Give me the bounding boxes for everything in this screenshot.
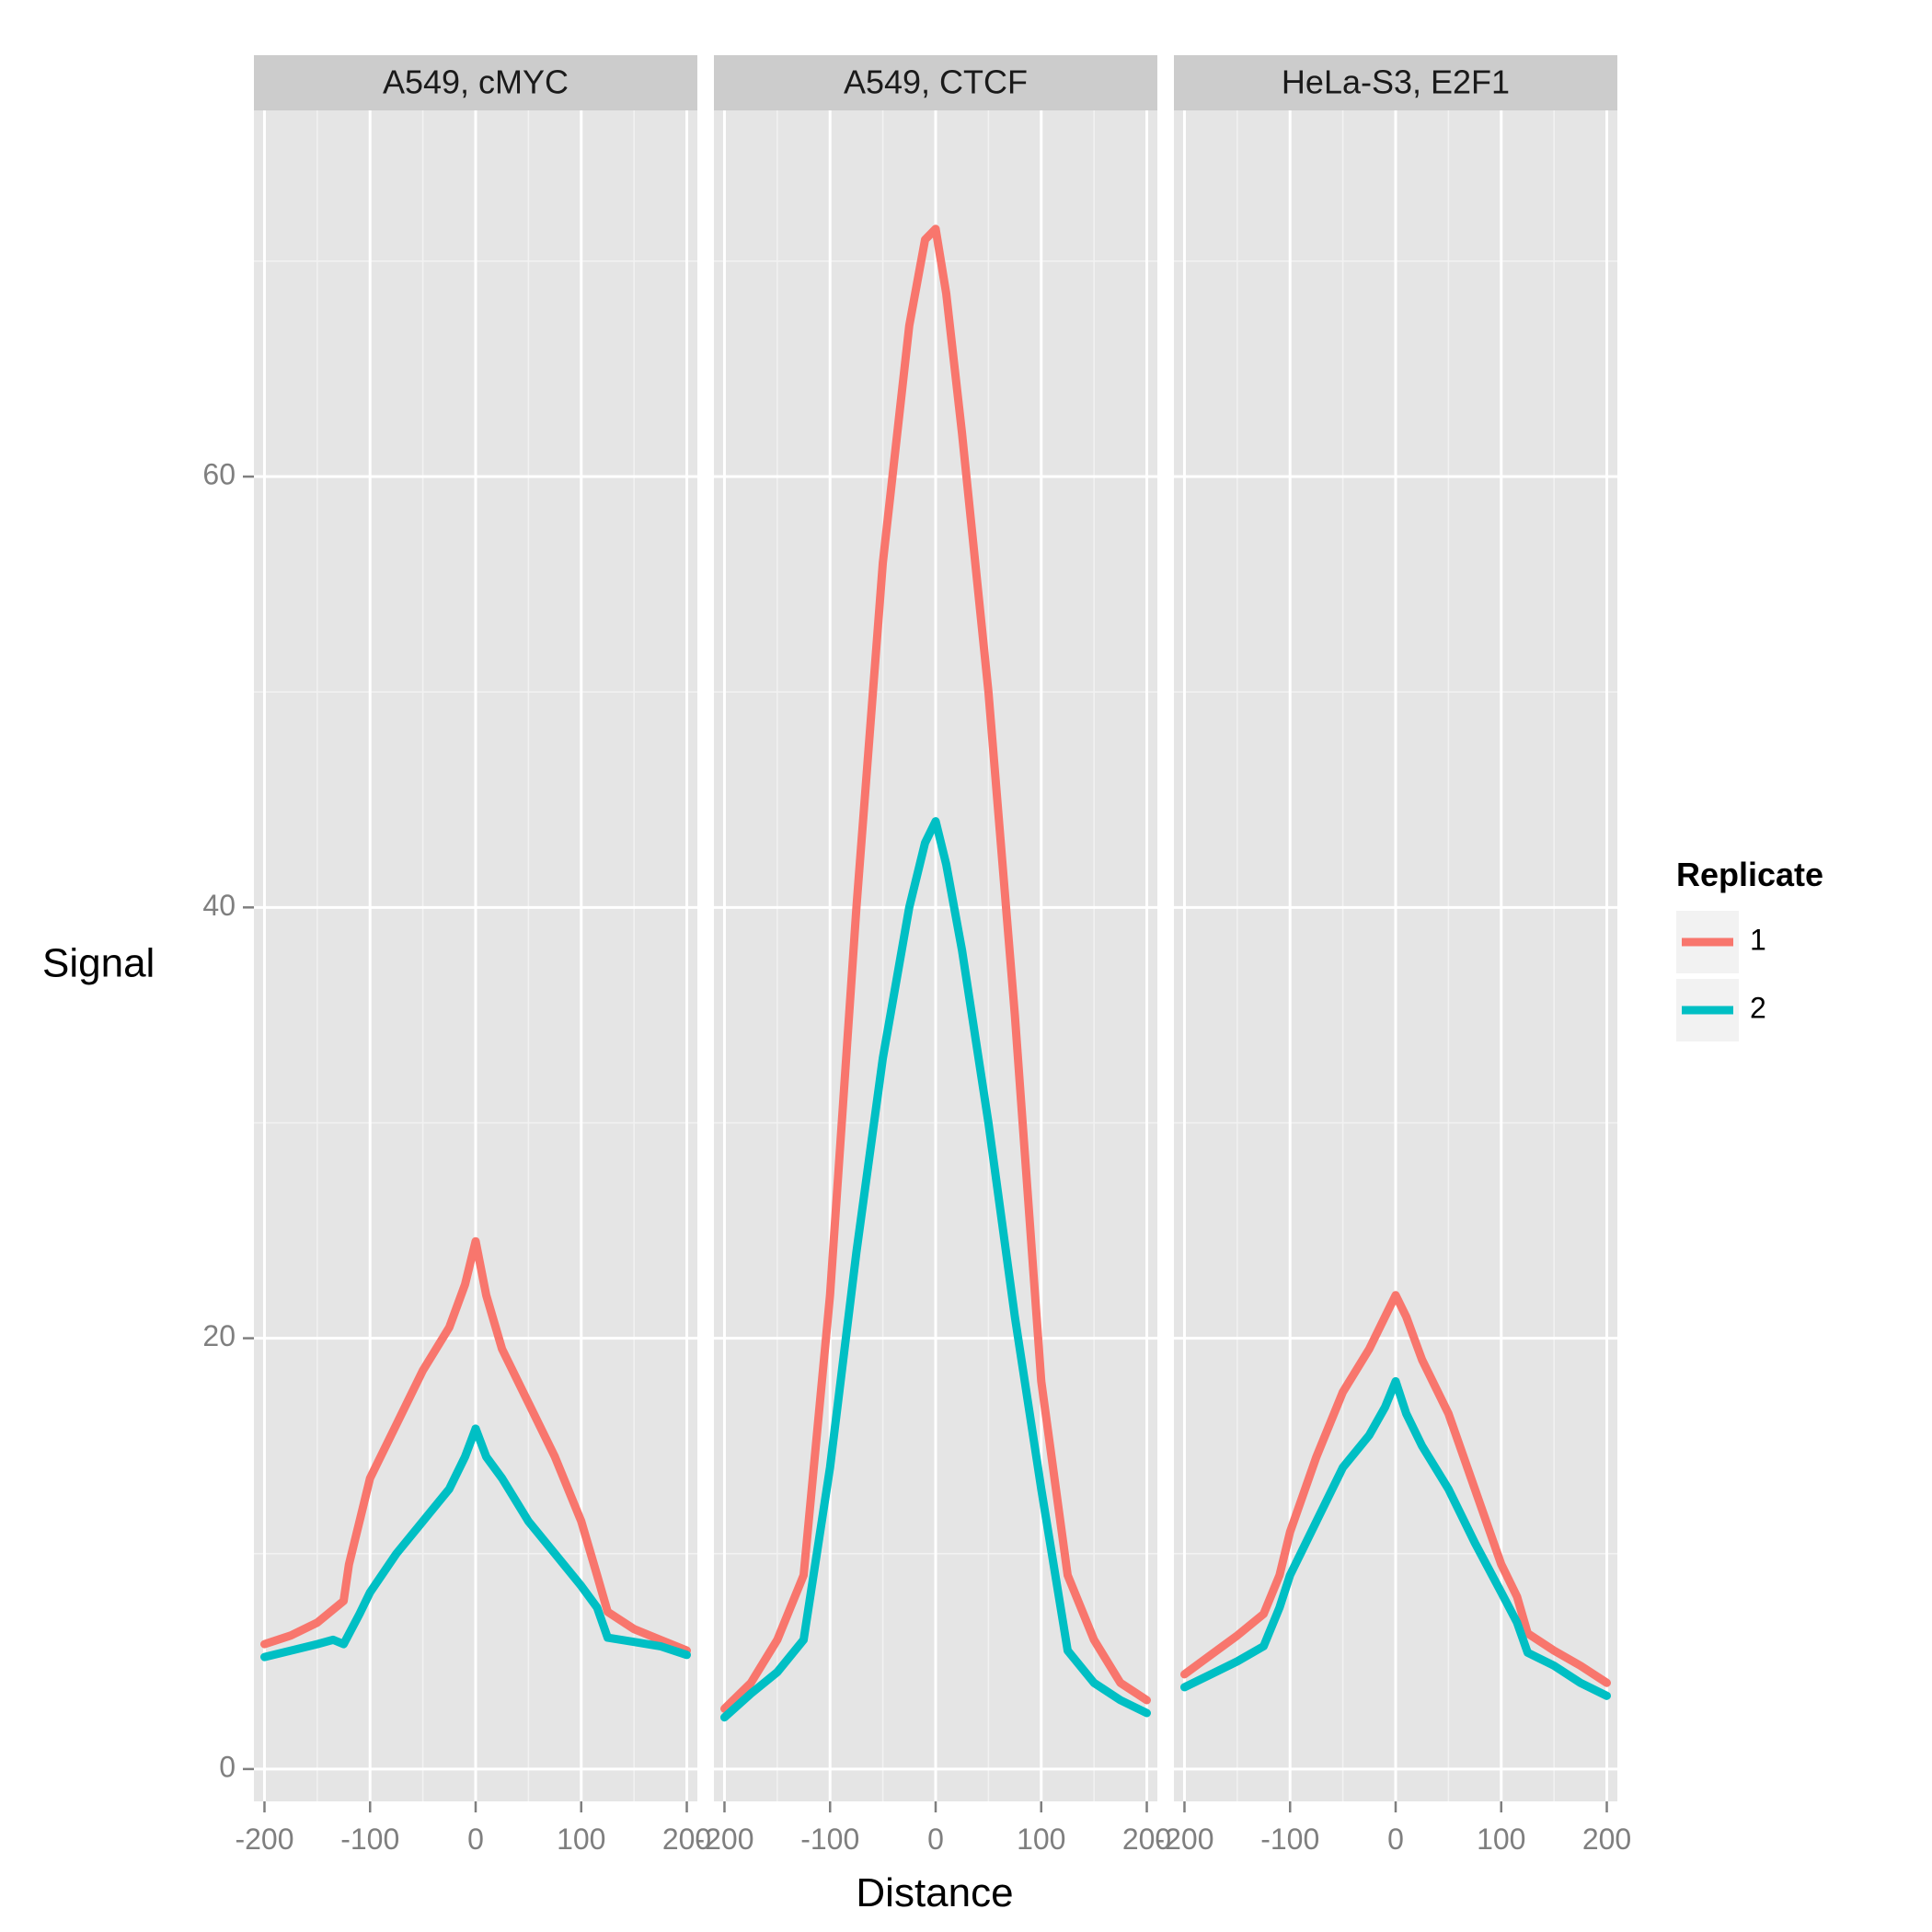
facet-strip <box>254 55 697 110</box>
x-tick-label: 100 <box>557 1823 605 1856</box>
y-tick-label: 60 <box>202 457 236 490</box>
x-axis: -200 -100 0 100 200-200 -100 0 100 200-200 -100 0 1… <box>235 1801 1631 1856</box>
facet-title: A549, cMYC <box>383 63 569 101</box>
x-tick-label: 0 <box>467 1823 484 1856</box>
y-axis-title: Signal <box>42 941 155 986</box>
x-tick-label: 100 <box>1477 1823 1525 1856</box>
series-line-replicate-1 <box>260 1236 691 1655</box>
x-tick-label: -200 <box>1155 1823 1213 1856</box>
x-tick-label: -100 <box>1260 1823 1319 1856</box>
y-tick-label: 20 <box>202 1319 236 1352</box>
x-tick-label: 100 <box>1017 1823 1065 1856</box>
x-tick-label: -100 <box>340 1823 399 1856</box>
x-tick-label: 0 <box>1387 1823 1404 1856</box>
facet-strip <box>1174 55 1617 110</box>
y-tick-label: 40 <box>202 889 236 922</box>
x-tick-label: 200 <box>1122 1823 1171 1856</box>
series-line-replicate-1 <box>1180 1291 1611 1687</box>
facet-panels: A549, cMYC A549, CTCF HeLa-S3, E2F1 <box>254 55 1617 1801</box>
facet-title: A549, CTCF <box>844 63 1028 101</box>
facet-title: HeLa-S3, E2F1 <box>1282 63 1510 101</box>
facet-panel: A549, CTCF <box>714 55 1157 1801</box>
x-tick-label: 200 <box>662 1823 711 1856</box>
series-line-replicate-1 <box>720 224 1151 1713</box>
series-line-replicate-2 <box>1180 1376 1611 1700</box>
y-axis: 0 20 40 60 <box>202 457 254 1783</box>
x-tick-label: 0 <box>927 1823 944 1856</box>
x-tick-label: 200 <box>1582 1823 1631 1856</box>
y-tick-label: 0 <box>219 1750 236 1783</box>
legend-label: 1 <box>1750 923 1766 956</box>
series-line-replicate-2 <box>720 817 1151 1722</box>
facet-panel: A549, cMYC <box>254 55 697 1801</box>
x-tick-label: -200 <box>695 1823 753 1856</box>
x-tick-label: -100 <box>800 1823 859 1856</box>
legend: Replicate 1 2 <box>1676 856 1823 1041</box>
x-tick-label: -200 <box>235 1823 293 1856</box>
facet-panel: HeLa-S3, E2F1 <box>1174 55 1617 1801</box>
series-line-replicate-2 <box>260 1424 691 1662</box>
facet-strip <box>714 55 1157 110</box>
legend-label: 2 <box>1750 991 1766 1024</box>
x-axis-title: Distance <box>856 1870 1013 1915</box>
legend-title: Replicate <box>1676 856 1823 893</box>
